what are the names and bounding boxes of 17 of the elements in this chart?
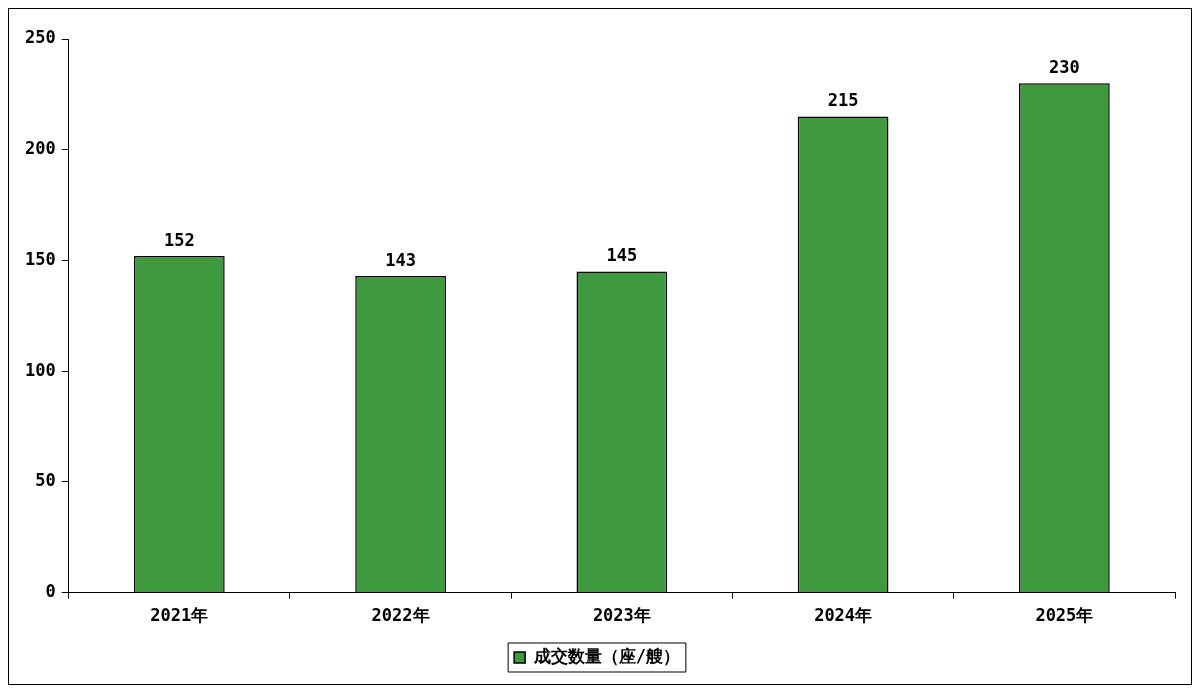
y-tick-label: 50 <box>35 470 56 491</box>
y-tick-label: 150 <box>24 248 56 269</box>
x-tick-label: 2021年 <box>150 605 209 626</box>
x-tick-label: 2022年 <box>371 605 430 626</box>
y-tick-label: 250 <box>24 27 56 48</box>
data-label: 215 <box>827 90 859 111</box>
x-tick-label: 2024年 <box>814 605 873 626</box>
data-label: 143 <box>385 249 416 270</box>
x-tick-label: 2023年 <box>592 605 651 626</box>
x-tick-label: 2025年 <box>1035 605 1094 626</box>
data-label: 230 <box>1049 57 1080 78</box>
data-label: 152 <box>163 229 195 250</box>
y-tick-label: 200 <box>24 138 56 159</box>
y-tick-label: 100 <box>24 359 56 380</box>
data-label: 145 <box>606 245 638 266</box>
legend-label: 成交数量（座/艘） <box>532 645 680 666</box>
y-tick-label: 0 <box>45 581 56 602</box>
